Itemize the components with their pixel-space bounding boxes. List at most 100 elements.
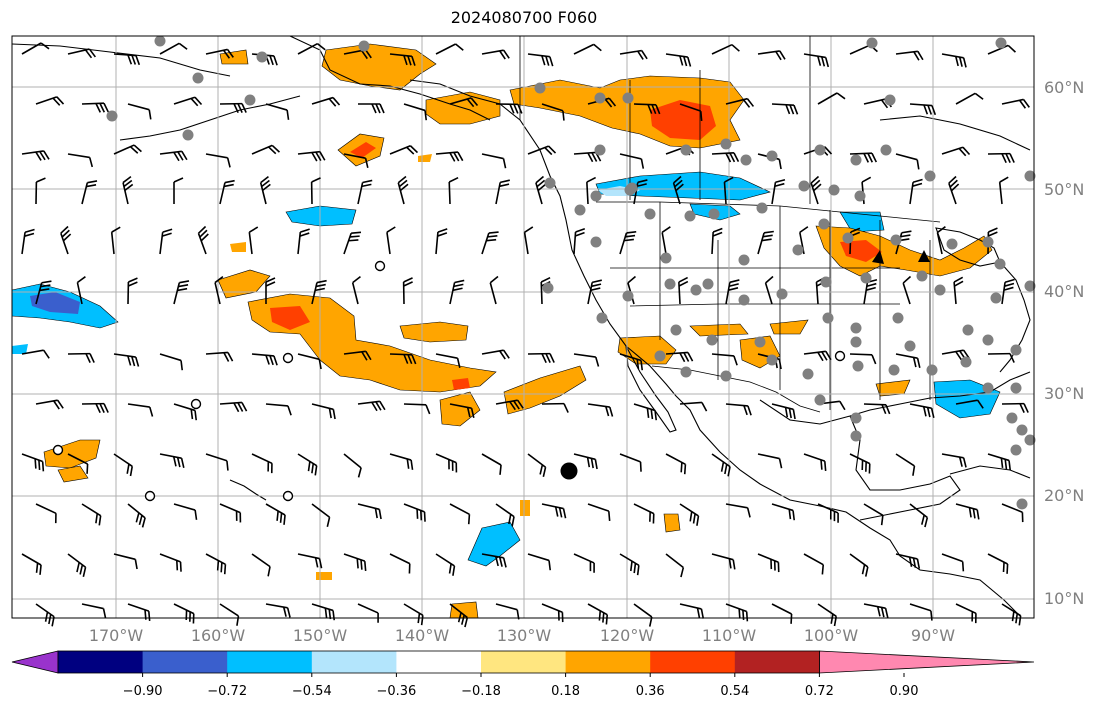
wind-barb-icon — [251, 553, 271, 577]
wind-barb-icon — [895, 50, 924, 61]
state-line — [629, 303, 900, 307]
gray-station-dot-icon — [850, 322, 862, 334]
gray-station-dot-icon — [720, 370, 732, 382]
gray-station-dot-icon — [994, 258, 1006, 270]
map-frame — [11, 35, 1035, 619]
colorbar-tick-label: −0.54 — [291, 684, 332, 699]
colorbar-segment — [565, 651, 651, 673]
wind-barb-icon — [76, 276, 86, 305]
wind-barb-icon — [587, 279, 602, 305]
wind-barb-icon — [205, 351, 234, 362]
wind-barb-icon — [573, 43, 602, 55]
wind-barb-icon — [481, 453, 502, 475]
gray-station-dot-icon — [154, 35, 166, 47]
wind-barb-icon — [764, 275, 774, 305]
colorbar-segment — [650, 651, 736, 673]
wind-barb-icon — [817, 92, 846, 105]
gray-station-dot-icon — [106, 110, 118, 122]
wind-barb-icon — [297, 453, 318, 476]
latitude-label: 30°N — [1044, 384, 1085, 403]
colorbar-tick-label: 0.18 — [551, 684, 581, 699]
gray-station-dot-icon — [1024, 434, 1036, 446]
yucatan-coast — [849, 415, 961, 521]
wind-barb-icon — [358, 103, 385, 114]
wind-barb-icon — [21, 150, 50, 161]
wind-barb-icon — [535, 175, 547, 205]
wind-barb-icon — [619, 49, 648, 60]
wind-barb-icon — [343, 453, 362, 478]
wind-barb-icon — [21, 349, 50, 359]
gray-station-dot-icon — [670, 324, 682, 336]
contour-positive-region — [316, 572, 332, 580]
wind-barb-icon — [402, 277, 413, 305]
wind-barb-icon — [448, 176, 459, 205]
wind-barb-icon — [219, 102, 247, 114]
wind-barb-icon — [435, 353, 461, 368]
wind-barb-icon — [523, 226, 534, 255]
wind-barb-icon — [711, 43, 740, 55]
wind-barb-icon — [127, 503, 146, 528]
wind-barb-icon — [955, 92, 984, 105]
wind-barb-icon — [953, 276, 964, 305]
gray-station-dot-icon — [850, 412, 862, 424]
wind-barb-icon — [941, 146, 971, 157]
wind-barb-icon — [214, 276, 224, 305]
colorbar-segment — [396, 651, 482, 673]
gray-station-dot-icon — [1006, 412, 1018, 424]
wind-barb-icon — [449, 279, 465, 305]
wind-barb-icon — [122, 176, 134, 205]
wind-barb-icon — [297, 150, 326, 162]
wind-barb-icon — [297, 553, 323, 569]
wind-barb-icon — [449, 403, 475, 418]
wind-barb-icon — [863, 603, 889, 618]
gray-station-dot-icon — [594, 92, 606, 104]
wind-barb-icon — [265, 403, 292, 416]
wind-barb-icon — [586, 176, 596, 205]
wind-barb-icon — [633, 403, 658, 421]
open-circle-station-icon — [374, 260, 386, 272]
wind-barb-icon — [803, 350, 832, 362]
wind-barb-icon — [357, 400, 386, 412]
contour-positive-region — [230, 242, 246, 252]
wind-barb-icon — [936, 226, 946, 255]
wind-barb-icon — [633, 603, 653, 627]
wind-barb-icon — [449, 603, 469, 628]
wind-barb-icon — [113, 53, 141, 66]
wind-barb-icon — [311, 96, 341, 107]
longitude-label: 120°W — [599, 626, 655, 645]
gray-station-dot-icon — [814, 144, 826, 156]
wind-barb-icon — [895, 553, 921, 569]
wind-barb-icon — [35, 399, 64, 410]
gray-station-dot-icon — [884, 94, 896, 106]
wind-barb-icon — [205, 153, 231, 168]
gray-station-dot-icon — [738, 294, 750, 306]
gray-station-dot-icon — [776, 288, 788, 300]
wind-barb-icon — [810, 175, 822, 205]
wind-barb-icon — [573, 227, 586, 255]
wind-barb-icon — [311, 403, 336, 420]
gray-station-dot-icon — [624, 184, 636, 196]
wind-barb-icon — [909, 178, 923, 205]
wind-barb-icon — [435, 553, 456, 576]
wind-barb-icon — [1001, 278, 1015, 305]
wind-barb-icon — [771, 103, 799, 115]
wind-barb-icon — [173, 403, 198, 421]
wind-barb-icon — [1001, 402, 1029, 413]
wind-barb-icon — [127, 403, 154, 417]
wind-barb-icon — [389, 453, 414, 470]
wind-barb-icon — [672, 175, 684, 205]
wind-barb-icon — [81, 180, 98, 205]
wind-barb-icon — [665, 351, 694, 363]
gray-station-dot-icon — [622, 290, 634, 302]
gray-station-dot-icon — [850, 336, 862, 348]
wind-barb-icon — [265, 503, 286, 525]
colorbar-segment — [142, 651, 228, 673]
latitude-label: 50°N — [1044, 180, 1085, 199]
latitude-label: 20°N — [1044, 486, 1085, 505]
wind-barb-icon — [35, 280, 52, 305]
wind-barb-icon — [678, 276, 689, 305]
wind-barb-icon — [159, 453, 185, 468]
longitude-label: 150°W — [292, 626, 348, 645]
wind-barb-icon — [679, 603, 705, 619]
wind-barb-icon — [357, 179, 373, 205]
